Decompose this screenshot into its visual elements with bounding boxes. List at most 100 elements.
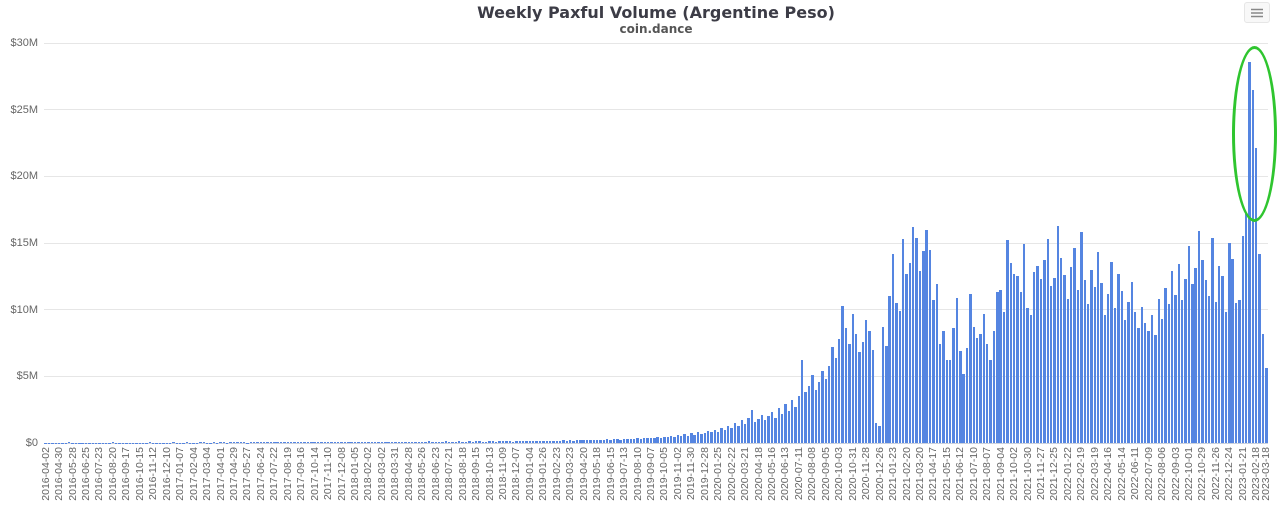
bar[interactable] (471, 441, 474, 443)
bar[interactable] (784, 404, 787, 443)
bar[interactable] (592, 439, 595, 443)
bar[interactable] (323, 442, 326, 443)
bar[interactable] (669, 436, 673, 443)
bar[interactable] (367, 442, 370, 443)
bar[interactable] (972, 327, 975, 443)
bar[interactable] (696, 432, 700, 443)
bar[interactable] (1191, 284, 1194, 443)
bar[interactable] (932, 300, 935, 443)
bar[interactable] (1026, 308, 1029, 443)
bar[interactable] (148, 442, 152, 443)
bar[interactable] (686, 435, 690, 443)
bar[interactable] (864, 320, 868, 443)
bar[interactable] (532, 441, 535, 443)
bar[interactable] (632, 438, 636, 443)
bar[interactable] (912, 227, 915, 443)
bar[interactable] (1157, 299, 1160, 443)
bar[interactable] (918, 271, 922, 443)
bar[interactable] (733, 423, 737, 443)
bar[interactable] (703, 433, 706, 443)
bar[interactable] (908, 263, 912, 443)
bar[interactable] (804, 392, 807, 443)
bar[interactable] (925, 229, 928, 443)
bar[interactable] (841, 305, 844, 443)
bar[interactable] (595, 439, 599, 443)
bar[interactable] (1144, 323, 1147, 443)
bar[interactable] (922, 251, 925, 443)
bar[interactable] (834, 357, 838, 443)
bar[interactable] (259, 442, 263, 443)
bar[interactable] (1019, 292, 1023, 443)
bar[interactable] (737, 426, 740, 443)
bar[interactable] (303, 442, 306, 443)
bar[interactable] (495, 441, 498, 443)
bar[interactable] (357, 441, 360, 443)
bar[interactable] (491, 441, 495, 443)
bar[interactable] (942, 331, 945, 443)
bar[interactable] (616, 439, 619, 443)
bar[interactable] (202, 442, 205, 443)
bar[interactable] (1083, 280, 1086, 443)
bar[interactable] (1248, 61, 1251, 443)
bar[interactable] (538, 441, 542, 443)
bar[interactable] (858, 352, 861, 443)
bar[interactable] (992, 331, 996, 443)
bar[interactable] (229, 442, 232, 443)
bar[interactable] (827, 365, 831, 443)
bar[interactable] (242, 442, 246, 443)
bar[interactable] (273, 442, 276, 443)
bar[interactable] (400, 441, 404, 443)
bar[interactable] (938, 344, 942, 443)
bar[interactable] (831, 347, 834, 443)
bar[interactable] (370, 442, 374, 443)
bar[interactable] (710, 432, 713, 443)
bar[interactable] (394, 441, 397, 443)
bar[interactable] (986, 344, 989, 443)
bar[interactable] (350, 442, 353, 443)
bar[interactable] (673, 436, 676, 443)
bar[interactable] (481, 441, 485, 443)
bar[interactable] (558, 440, 562, 443)
bar[interactable] (1107, 293, 1110, 443)
bar[interactable] (1211, 237, 1214, 443)
bar[interactable] (1184, 279, 1187, 443)
bar[interactable] (720, 428, 723, 443)
bar[interactable] (928, 249, 932, 443)
bar[interactable] (706, 431, 710, 443)
bar[interactable] (552, 441, 555, 443)
bar[interactable] (989, 360, 992, 443)
bar[interactable] (666, 437, 669, 443)
bar[interactable] (811, 375, 814, 443)
bar[interactable] (1187, 245, 1191, 443)
bar[interactable] (683, 434, 686, 443)
bar[interactable] (626, 438, 629, 443)
bar[interactable] (740, 420, 743, 443)
bar[interactable] (1076, 289, 1080, 443)
bar[interactable] (528, 441, 532, 443)
bar[interactable] (1103, 315, 1107, 443)
bar[interactable] (817, 381, 821, 443)
bar[interactable] (764, 420, 767, 443)
bar[interactable] (1053, 277, 1056, 443)
bar[interactable] (535, 441, 538, 443)
bar[interactable] (1100, 283, 1103, 443)
bar[interactable] (757, 419, 760, 443)
bar[interactable] (1174, 295, 1177, 443)
bar[interactable] (659, 437, 663, 443)
bar[interactable] (525, 441, 528, 443)
bar[interactable] (1137, 328, 1140, 443)
bar[interactable] (316, 442, 320, 443)
bar[interactable] (464, 441, 468, 443)
bar[interactable] (871, 349, 875, 443)
bar[interactable] (293, 442, 296, 443)
bar[interactable] (414, 441, 417, 443)
bar[interactable] (579, 440, 582, 443)
bar[interactable] (716, 431, 720, 443)
bar[interactable] (727, 425, 730, 443)
bar[interactable] (767, 416, 770, 443)
bar[interactable] (296, 442, 300, 443)
bar[interactable] (474, 441, 478, 443)
bar[interactable] (777, 408, 780, 443)
bar[interactable] (256, 442, 259, 443)
bar[interactable] (232, 442, 236, 443)
